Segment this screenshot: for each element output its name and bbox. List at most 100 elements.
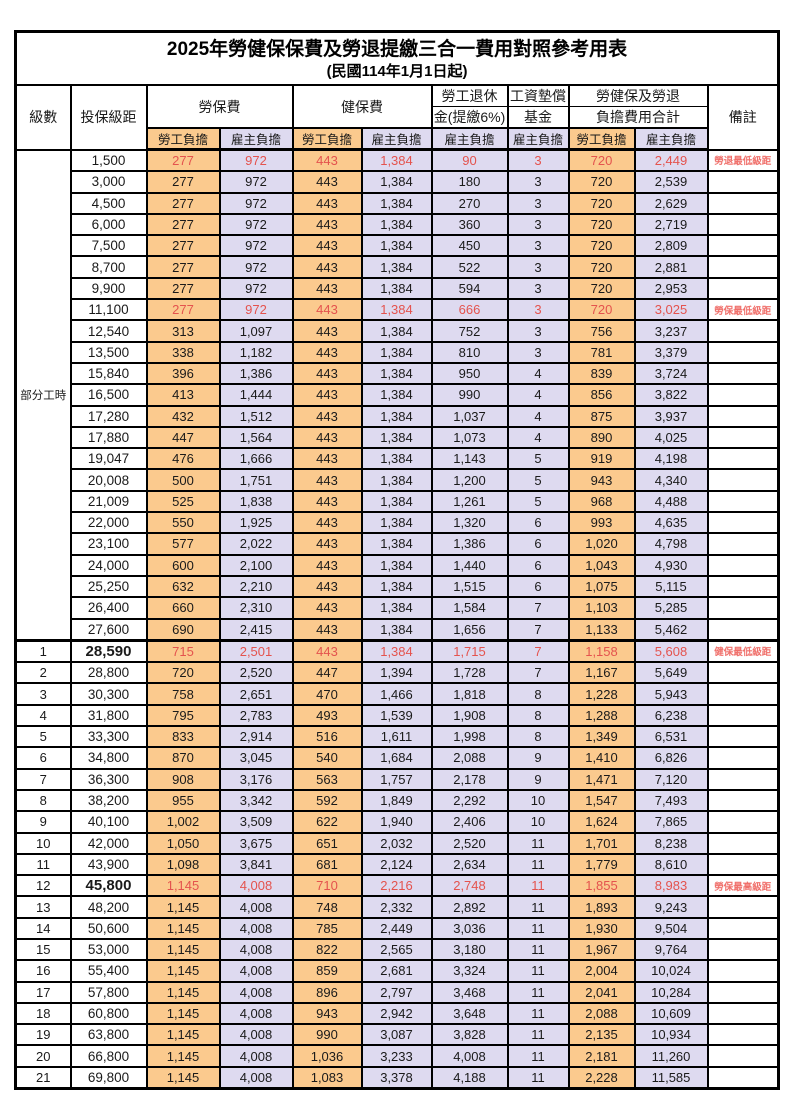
value-cell: 11 (506, 1065, 570, 1090)
value-cell: 1,145 (145, 1044, 221, 1068)
value-cell: 3 (506, 170, 570, 194)
bracket-cell: 28,800 (69, 661, 148, 685)
bracket-cell: 24,000 (69, 553, 148, 577)
value-cell: 3,036 (430, 916, 509, 940)
col-header-health-insurance: 健保費 (291, 84, 433, 129)
bracket-cell: 21,009 (69, 489, 148, 514)
value-cell: 870 (145, 746, 221, 770)
remark-cell (706, 1001, 780, 1026)
value-cell: 1,386 (430, 532, 509, 556)
value-cell: 443 (291, 511, 363, 535)
bracket-cell: 22,000 (69, 511, 148, 535)
value-cell: 896 (291, 980, 363, 1004)
value-cell: 11 (506, 852, 570, 877)
value-cell: 577 (145, 532, 221, 556)
value-cell: 833 (145, 725, 221, 749)
value-cell: 277 (145, 191, 221, 215)
value-cell: 4,635 (633, 511, 709, 535)
bracket-cell: 7,500 (69, 234, 148, 258)
remark-cell (706, 661, 780, 685)
value-cell: 1,097 (218, 319, 294, 343)
value-cell: 651 (291, 831, 363, 855)
value-cell: 3,237 (633, 319, 709, 343)
value-cell: 1,384 (360, 553, 433, 577)
bracket-cell: 40,100 (69, 810, 148, 834)
value-cell: 4,008 (218, 980, 294, 1004)
value-cell: 9 (506, 767, 570, 791)
value-cell: 540 (291, 746, 363, 770)
value-cell: 2,783 (218, 703, 294, 728)
bracket-cell: 17,880 (69, 425, 148, 450)
value-cell: 3 (506, 234, 570, 258)
value-cell: 2,415 (218, 617, 294, 642)
value-cell: 2,914 (218, 725, 294, 749)
value-cell: 443 (291, 532, 363, 556)
value-cell: 11 (506, 895, 570, 919)
value-cell: 6 (506, 532, 570, 556)
bracket-cell: 55,400 (69, 959, 148, 983)
value-cell: 3,342 (218, 788, 294, 813)
subheader-wage-fund-employer: 雇主負擔 (506, 127, 570, 151)
page-title: 2025年勞健保保費及勞退提繳三合一費用對照參考用表 (166, 39, 628, 61)
value-cell: 4,008 (218, 874, 294, 898)
col-header-pension-line2: 金(提繳6%) (430, 106, 509, 129)
value-cell: 2,216 (360, 874, 433, 898)
subheader-health-employee: 勞工負擔 (291, 127, 363, 151)
value-cell: 1,020 (567, 532, 636, 556)
value-cell: 3,180 (430, 937, 509, 962)
title-cell: 2025年勞健保保費及勞退提繳三合一費用對照參考用表 (民國114年1月1日起) (14, 30, 780, 86)
value-cell: 1,384 (360, 638, 433, 664)
col-header-pension-line1: 勞工退休 (430, 84, 509, 107)
value-cell: 443 (291, 234, 363, 258)
value-cell: 443 (291, 255, 363, 279)
remark-cell (706, 980, 780, 1004)
value-cell: 781 (567, 340, 636, 364)
value-cell: 3 (506, 340, 570, 364)
value-cell: 3,379 (633, 340, 709, 364)
remark-cell (706, 1044, 780, 1068)
bracket-cell: 23,100 (69, 532, 148, 556)
value-cell: 2,634 (430, 852, 509, 877)
bracket-cell: 20,008 (69, 468, 148, 492)
value-cell: 890 (567, 425, 636, 450)
value-cell: 2,629 (633, 191, 709, 215)
value-cell: 4,198 (633, 447, 709, 471)
value-cell: 1,167 (567, 661, 636, 685)
remark-cell (706, 532, 780, 556)
value-cell: 3,822 (633, 383, 709, 407)
value-cell: 4,008 (218, 1001, 294, 1026)
value-cell: 1,684 (360, 746, 433, 770)
value-cell: 3,045 (218, 746, 294, 770)
value-cell: 313 (145, 319, 221, 343)
subheader-health-employer: 雇主負擔 (360, 127, 433, 151)
bracket-cell: 25,250 (69, 574, 148, 599)
value-cell: 5,608 (633, 638, 709, 664)
value-cell: 720 (567, 170, 636, 194)
table-row: 26,400 660 2,310 443 1,384 1,584 7 1,103 5,285 (16, 596, 780, 620)
value-cell: 9,764 (633, 937, 709, 962)
value-cell: 1,466 (360, 682, 433, 706)
value-cell: 1,998 (430, 725, 509, 749)
remark-cell (706, 703, 780, 728)
value-cell: 277 (145, 276, 221, 301)
value-cell: 10,024 (633, 959, 709, 983)
table-row: 15,840 396 1,386 443 1,384 950 4 839 3,724 (16, 361, 780, 386)
table-row: 11 43,900 1,098 3,841 681 2,124 2,634 11 1,779 8,… (14, 852, 780, 877)
value-cell: 592 (291, 788, 363, 813)
value-cell: 3 (506, 148, 570, 173)
value-cell: 443 (291, 489, 363, 514)
value-cell: 748 (291, 895, 363, 919)
value-cell: 3,648 (430, 1001, 509, 1026)
value-cell: 8,983 (633, 874, 709, 898)
value-cell: 10 (506, 788, 570, 813)
remark-cell (706, 937, 780, 962)
value-cell: 7 (506, 617, 570, 642)
value-cell: 8 (506, 725, 570, 749)
bracket-cell: 69,800 (69, 1065, 148, 1090)
bracket-cell: 26,400 (69, 596, 148, 620)
value-cell: 1,751 (218, 468, 294, 492)
value-cell: 1,002 (145, 810, 221, 834)
value-cell: 1,584 (430, 596, 509, 620)
value-cell: 2,501 (218, 638, 294, 664)
table-row: 16,500 413 1,444 443 1,384 990 4 856 3,822 (16, 383, 780, 407)
